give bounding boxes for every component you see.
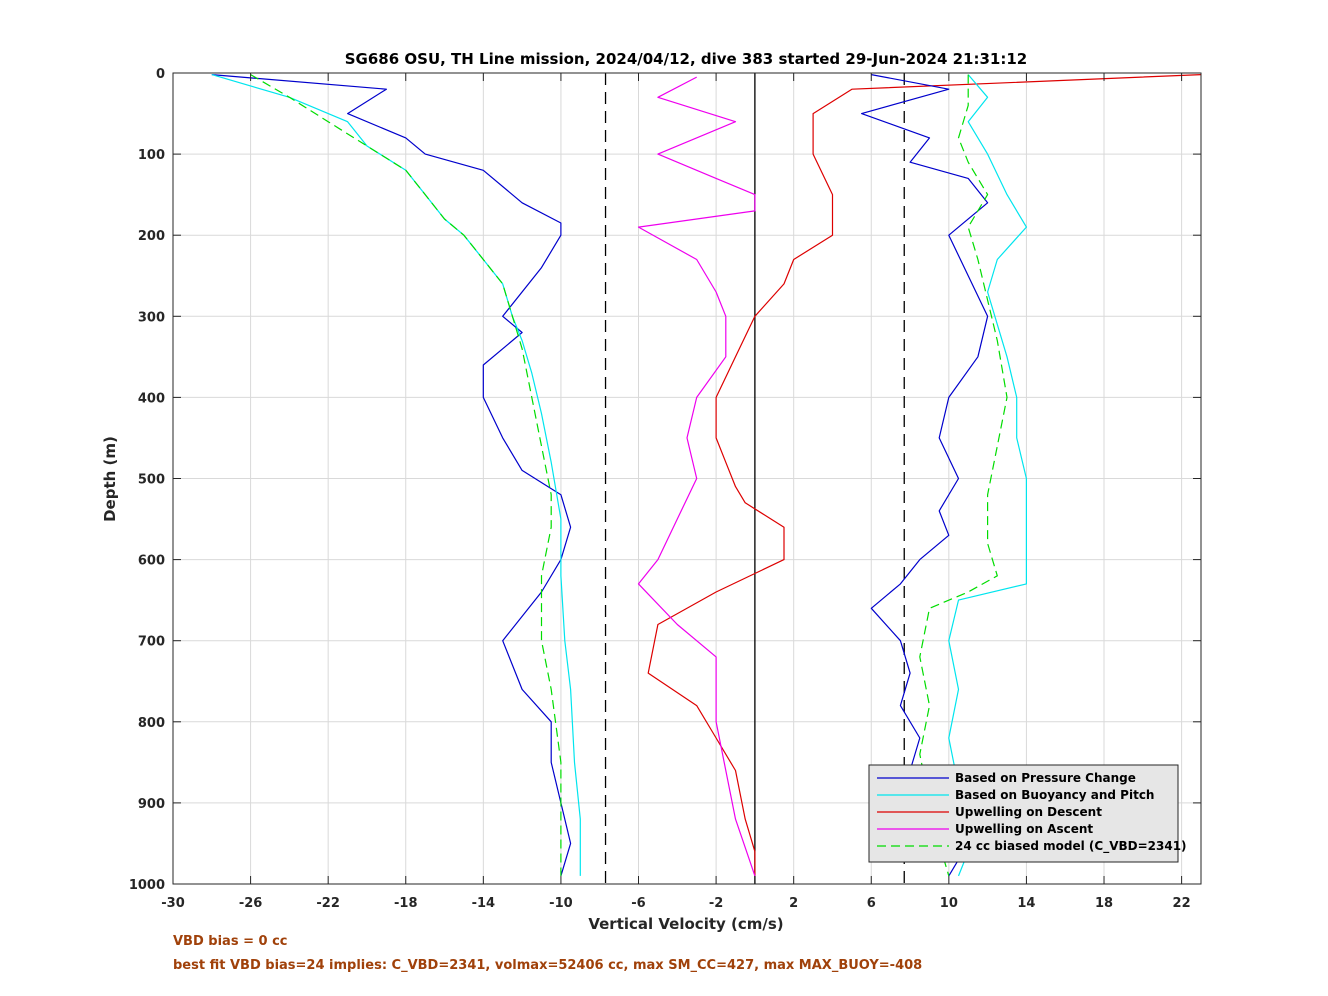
x-axis-label: Vertical Velocity (cm/s) bbox=[588, 915, 783, 933]
x-tick-label: -30 bbox=[161, 896, 185, 911]
chart-title: SG686 OSU, TH Line mission, 2024/04/12, … bbox=[345, 50, 1028, 68]
series-line bbox=[637, 76, 756, 877]
x-tick-label: -22 bbox=[316, 896, 340, 911]
y-axis-label: Depth (m) bbox=[101, 436, 119, 522]
x-tick-labels: -30 -26 -22 -18 -14 -10 -6 -2 2 6 10 14 18 22 bbox=[161, 896, 1190, 911]
x-tick-label: 18 bbox=[1095, 896, 1113, 911]
legend-label: Upwelling on Ascent bbox=[955, 822, 1093, 836]
x-tick-label: -26 bbox=[239, 896, 263, 911]
y-tick-label: 100 bbox=[138, 148, 165, 163]
y-tick-label: 1000 bbox=[129, 878, 165, 893]
series-line bbox=[211, 74, 581, 876]
series-line bbox=[860, 74, 989, 877]
legend-label: Upwelling on Descent bbox=[955, 805, 1102, 819]
y-tick-label: 300 bbox=[138, 310, 165, 325]
y-tick-label: 900 bbox=[138, 797, 165, 812]
legend-label: Based on Buoyancy and Pitch bbox=[955, 788, 1154, 802]
x-tick-label: -10 bbox=[549, 896, 573, 911]
legend: Based on Pressure Change Based on Buoyanc… bbox=[868, 764, 1187, 863]
series-line bbox=[250, 74, 562, 876]
series-line bbox=[919, 74, 1008, 877]
series-line bbox=[647, 74, 1202, 876]
y-tick-label: 600 bbox=[138, 554, 165, 569]
x-tick-label: -2 bbox=[709, 896, 723, 911]
y-tick-labels: 0 100 200 300 400 500 600 700 800 900 1000 bbox=[129, 67, 165, 893]
y-tick-label: 500 bbox=[138, 473, 165, 488]
x-tick-label: 22 bbox=[1173, 896, 1191, 911]
x-tick-label: 2 bbox=[789, 896, 798, 911]
ticks bbox=[172, 72, 1201, 885]
series-line bbox=[948, 74, 1028, 877]
legend-label: 24 cc biased model (C_VBD=2341) bbox=[955, 839, 1187, 854]
y-tick-label: 700 bbox=[138, 635, 165, 650]
series-line bbox=[211, 74, 572, 877]
x-tick-label: -6 bbox=[631, 896, 645, 911]
vbd-bias-note: VBD bias = 0 cc bbox=[173, 934, 288, 949]
y-tick-label: 800 bbox=[138, 716, 165, 731]
y-tick-label: 400 bbox=[138, 391, 165, 406]
x-tick-label: 6 bbox=[867, 896, 876, 911]
legend-label: Based on Pressure Change bbox=[955, 771, 1136, 785]
y-tick-label: 0 bbox=[156, 67, 165, 82]
best-fit-note: best fit VBD bias=24 implies: C_VBD=2341… bbox=[173, 958, 923, 973]
data-series bbox=[211, 74, 1202, 877]
grid-lines bbox=[172, 72, 1201, 885]
x-tick-label: -18 bbox=[394, 896, 418, 911]
x-tick-label: 10 bbox=[940, 896, 958, 911]
y-tick-label: 200 bbox=[138, 229, 165, 244]
x-tick-label: -14 bbox=[472, 896, 496, 911]
x-tick-label: 14 bbox=[1017, 896, 1035, 911]
